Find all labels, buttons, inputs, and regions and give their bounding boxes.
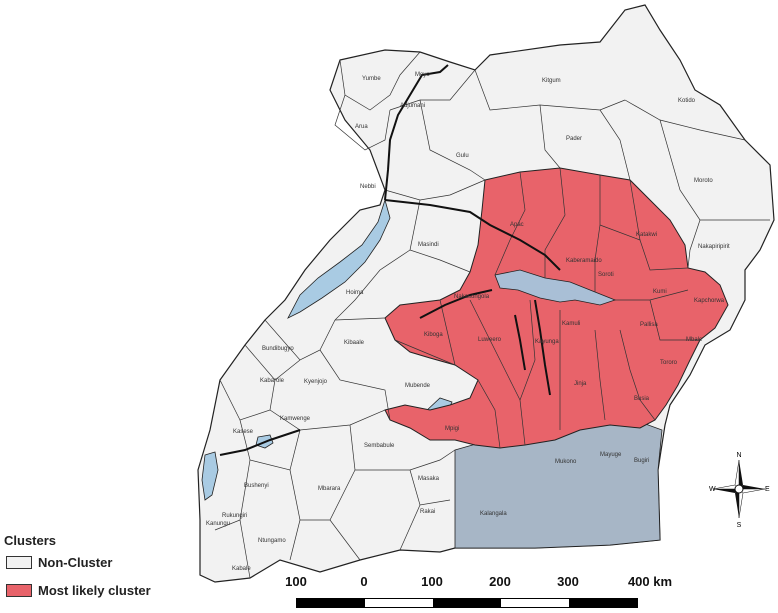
scale-segments xyxy=(296,598,638,608)
district-label: Pallisa xyxy=(640,322,658,328)
district-label: Kabale xyxy=(232,566,251,572)
scale-label: 0 xyxy=(360,574,368,589)
legend-swatch-non-cluster xyxy=(6,555,32,569)
district-label: Kitgum xyxy=(542,78,561,84)
district-label: Kotido xyxy=(678,98,696,104)
district-label: Mubende xyxy=(405,383,431,389)
district-label: Mayuge xyxy=(600,452,622,458)
scale-segment xyxy=(433,599,501,607)
district-label: Kasese xyxy=(233,429,254,435)
district-label: Masaka xyxy=(418,476,440,482)
district-label: Katakwi xyxy=(636,232,657,238)
legend-label: Most likely cluster xyxy=(38,582,151,598)
district-label: Kapchorwa xyxy=(694,298,725,304)
district-labels: Yumbe Moyo Adjumani Arua Gulu Nebbi Kitg… xyxy=(206,72,730,572)
district-label: Adjumani xyxy=(400,103,425,109)
district-label: Mpigi xyxy=(445,426,459,432)
compass-n: N xyxy=(736,452,741,459)
district-label: Kalangala xyxy=(480,511,507,517)
district-label: Mbale xyxy=(686,337,703,343)
district-label: Jinja xyxy=(574,381,587,387)
district-boundaries xyxy=(214,51,770,579)
district-label: Nakasongola xyxy=(454,294,490,300)
district-label: Bugiri xyxy=(634,458,649,464)
district-label: Arua xyxy=(355,124,368,130)
district-label: Hoima xyxy=(346,290,364,296)
district-label: Pader xyxy=(566,136,582,142)
north-arrow: N S W E xyxy=(708,450,770,529)
compass-icon: N S W E xyxy=(709,452,770,529)
district-label: Kamwenge xyxy=(280,416,311,422)
district-label: Luweero xyxy=(478,337,502,343)
district-label: Nebbi xyxy=(360,184,376,190)
scale-segment xyxy=(501,599,569,607)
scale-segment xyxy=(365,599,433,607)
district-label: Rakai xyxy=(420,509,435,515)
scale-bar: 100 0 100 200 300 400 km xyxy=(282,574,682,610)
district-label: Sembabule xyxy=(364,443,395,449)
district-label: Kanungu xyxy=(206,521,230,527)
district-label: Yumbe xyxy=(362,76,381,82)
district-label: Kamuli xyxy=(562,321,580,327)
district-label: Moyo xyxy=(415,72,430,78)
map-legend: Clusters Non-Cluster Most likely cluster xyxy=(4,533,204,608)
legend-swatch-cluster xyxy=(6,583,32,597)
scale-label: 100 xyxy=(421,574,443,589)
legend-label: Non-Cluster xyxy=(38,554,113,570)
lake-edward xyxy=(201,451,219,501)
district-label: Nakapiripirit xyxy=(698,244,730,250)
district-label: Mbarara xyxy=(318,486,341,492)
scale-label: 200 xyxy=(489,574,511,589)
scale-label: 400 km xyxy=(627,574,673,589)
scale-segment xyxy=(569,599,637,607)
district-label: Kyenjojo xyxy=(304,379,328,385)
compass-e: E xyxy=(765,486,770,493)
district-label: Mukono xyxy=(555,459,577,465)
lake-albert xyxy=(287,198,391,319)
scale-label: 300 xyxy=(557,574,579,589)
district-label: Kibaale xyxy=(344,340,365,346)
district-label: Apac xyxy=(510,222,524,228)
district-label: Busia xyxy=(634,396,650,402)
scale-label: 100 xyxy=(285,574,307,589)
compass-s: S xyxy=(737,522,742,528)
district-label: Soroti xyxy=(598,272,614,278)
legend-item-non-cluster: Non-Cluster xyxy=(6,553,112,571)
district-label: Tororo xyxy=(660,360,678,366)
compass-w: W xyxy=(709,486,716,493)
district-label: Masindi xyxy=(418,242,439,248)
district-label: Kabarole xyxy=(260,378,285,384)
district-label: Bundibugyo xyxy=(262,346,294,352)
district-label: Rukungiri xyxy=(222,513,247,519)
district-label: Gulu xyxy=(456,153,469,159)
district-label: Bushenyi xyxy=(244,483,269,489)
district-label: Moroto xyxy=(694,178,713,184)
district-label: Kaberamaido xyxy=(566,258,602,264)
legend-item-cluster: Most likely cluster xyxy=(6,581,151,599)
legend-title: Clusters xyxy=(4,533,57,548)
district-label: Kayunga xyxy=(535,339,559,345)
district-label: Kumi xyxy=(653,289,667,295)
rivers xyxy=(219,64,561,456)
district-label: Ntungamo xyxy=(258,538,286,544)
district-label: Kiboga xyxy=(424,332,443,338)
scale-segment xyxy=(297,599,365,607)
cluster-boundaries xyxy=(394,167,700,449)
